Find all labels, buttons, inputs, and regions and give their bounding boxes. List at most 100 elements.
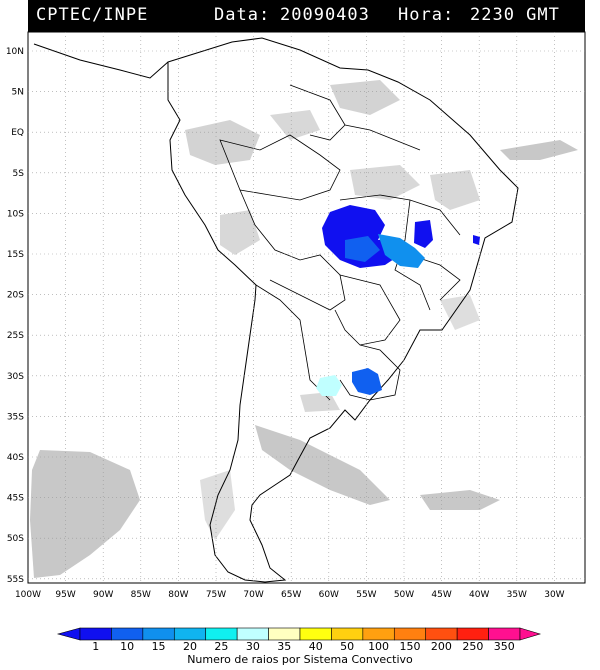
legend-swatch	[362, 627, 395, 641]
legend-tick-label: 150	[400, 640, 421, 653]
longitude-labels: 100W 95W 90W 85W 80W 75W 70W 65W 60W 55W 50W 45W 40W…	[15, 590, 565, 600]
system-rio-grande-do-sul	[352, 368, 382, 395]
cloud-colombia	[270, 110, 320, 140]
legend-swatch	[488, 627, 521, 641]
lat-label: 40S	[7, 453, 24, 463]
system-east-coast	[473, 235, 480, 245]
lon-label: 85W	[131, 590, 151, 600]
legend-swatch	[425, 627, 458, 641]
cloud-peru	[220, 210, 260, 255]
cloud-amazon	[350, 165, 420, 200]
border-brazil-states-east	[394, 199, 431, 311]
lat-label: 30S	[7, 372, 24, 382]
lon-label: 90W	[93, 590, 113, 600]
cloud-atlantic-south	[420, 490, 500, 510]
date-label: Data:	[214, 5, 271, 25]
cloud-northeast	[430, 170, 480, 210]
legend-swatch	[79, 627, 112, 641]
legend-swatch	[236, 627, 269, 641]
lon-label: 100W	[15, 590, 41, 600]
time-value: 2230 GMT	[470, 5, 560, 25]
legend-swatch	[299, 627, 332, 641]
map-view: 10N5NEQ5S10S15S20S25S30S35S40S45S50S55S …	[6, 31, 586, 600]
lon-label: 95W	[55, 590, 75, 600]
legend-arrow-right	[519, 627, 542, 641]
border-colombia-peru	[219, 134, 341, 201]
legend-caption: Numero de raios por Sistema Convectivo	[187, 653, 413, 666]
legend-tick-label: 100	[368, 640, 389, 653]
system-central-brazil-south	[345, 236, 380, 262]
lon-label: 80W	[168, 590, 188, 600]
lon-label: 50W	[394, 590, 414, 600]
system-mato-grosso-east	[378, 234, 425, 268]
legend-tick-label: 200	[431, 640, 452, 653]
convective-systems	[316, 205, 480, 396]
lon-label: 75W	[206, 590, 226, 600]
legend-tick-label: 50	[340, 640, 354, 653]
legend-swatch	[111, 627, 144, 641]
central-america-outline	[33, 43, 169, 79]
border-chile-argentina	[255, 284, 331, 401]
cloud-atlantic-north	[500, 140, 578, 160]
lon-label: 70W	[243, 590, 263, 600]
legend-tick-label: 40	[309, 640, 323, 653]
border-guianas	[344, 124, 421, 151]
legend-swatch	[205, 627, 238, 641]
legend-tick-label: 25	[214, 640, 228, 653]
lat-label: 55S	[7, 575, 24, 585]
lon-label: 45W	[431, 590, 451, 600]
cloud-northwest	[185, 120, 260, 165]
lon-label: 40W	[469, 590, 489, 600]
legend-swatch	[331, 627, 364, 641]
cloud-patagonia	[255, 425, 390, 505]
latitude-labels: 10N 5N EQ 5S 10S 15S 20S 25S 30S 35S 40S 45S 50S 55S	[6, 47, 24, 585]
lat-label: 10S	[7, 209, 24, 219]
legend-tick-label: 20	[183, 640, 197, 653]
legend-swatch	[393, 627, 427, 641]
lat-label: 5S	[13, 169, 25, 179]
map-header: CPTEC/INPE Data: 20090403 Hora: 2230 GMT	[28, 0, 585, 32]
lon-label: 30W	[544, 590, 564, 600]
system-bahia	[414, 220, 433, 248]
cloud-venezuela	[330, 80, 400, 115]
legend-swatch	[173, 627, 207, 641]
system-argentina-pampas	[316, 375, 342, 396]
cloud-argentina	[300, 392, 340, 412]
lat-label: 50S	[7, 534, 24, 544]
cloud-pacific-south	[30, 450, 140, 578]
legend-tick-labels: 1 10 15 20 25 30 35 40 50 100 150 200 250 350	[92, 640, 515, 653]
legend-tick-label: 15	[152, 640, 166, 653]
lon-label: 35W	[507, 590, 527, 600]
date-value: 20090403	[280, 5, 370, 25]
lon-label: 60W	[319, 590, 339, 600]
cloud-layer	[30, 80, 578, 578]
cloud-southeast	[440, 295, 480, 330]
border-uruguay-rs	[339, 344, 401, 401]
legend-tick-label: 30	[246, 640, 260, 653]
lat-label: 5N	[12, 88, 24, 98]
legend-swatch	[456, 627, 489, 641]
legend-arrow-left	[56, 627, 81, 641]
legend-tick-label: 350	[494, 640, 515, 653]
hour-label: Hora:	[398, 5, 455, 25]
legend-bar	[56, 627, 542, 641]
lat-label: 45S	[7, 494, 24, 504]
system-central-brazil-west	[322, 205, 400, 268]
lat-label: 35S	[7, 412, 24, 422]
lat-label: 20S	[7, 291, 24, 301]
legend-tick-label: 10	[120, 640, 134, 653]
legend-swatch	[142, 627, 175, 641]
border-paraguay	[334, 274, 401, 346]
lon-label: 65W	[281, 590, 301, 600]
country-borders	[219, 84, 461, 401]
lat-label: EQ	[11, 128, 24, 138]
legend-tick-label: 250	[462, 640, 483, 653]
graticule	[28, 32, 585, 583]
source-label: CPTEC/INPE	[36, 5, 149, 25]
legend-tick-label: 1	[92, 640, 99, 653]
legend-tick-label: 35	[277, 640, 291, 653]
lon-label: 55W	[356, 590, 376, 600]
cloud-chile-south	[200, 470, 235, 540]
legend-swatch	[268, 627, 301, 641]
lat-label: 25S	[7, 331, 24, 341]
